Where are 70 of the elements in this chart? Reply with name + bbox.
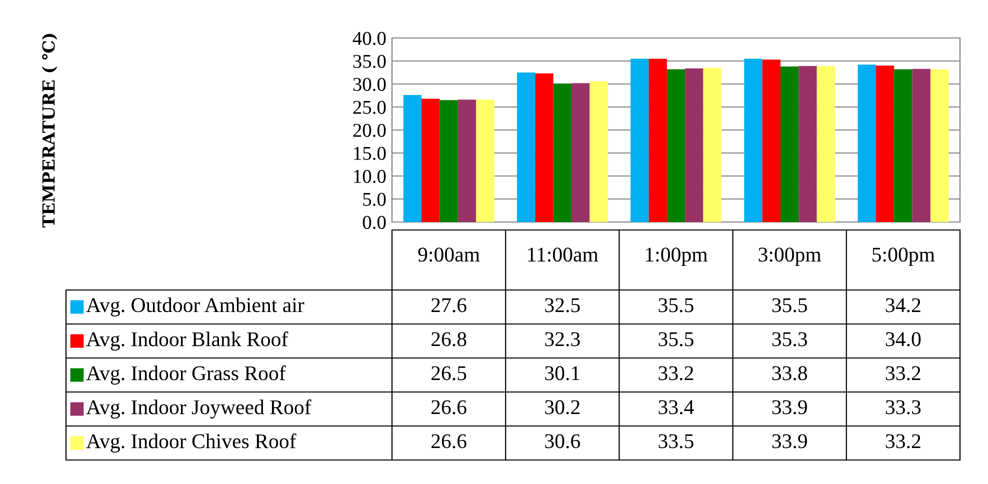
- bar: [458, 100, 476, 222]
- data-label: 35.3: [772, 332, 808, 346]
- x-tick-label: 9:00am: [418, 248, 480, 262]
- bar: [858, 64, 876, 222]
- bar: [403, 95, 422, 222]
- bar: [516, 72, 536, 222]
- legend-label: Avg. Outdoor Ambient air: [86, 298, 304, 316]
- bar: [630, 58, 649, 222]
- bar: [876, 66, 894, 222]
- y-tick-label: 15.0: [354, 146, 386, 160]
- data-label: 30.6: [545, 434, 580, 448]
- data-label: 27.6: [431, 298, 466, 312]
- data-label: 33.9: [772, 434, 807, 448]
- y-tick-label: 35.0: [353, 54, 386, 68]
- data-label: 26.5: [431, 366, 466, 380]
- data-label: 32.3: [545, 332, 580, 346]
- bar: [476, 100, 494, 222]
- legend-label: Avg. Indoor Chives Roof: [86, 433, 296, 453]
- text: TEMPERATURE ( ℃): [42, 34, 58, 228]
- data-label: 33.2: [658, 366, 694, 380]
- data-label: 26.8: [431, 332, 466, 346]
- data-label: 34.0: [886, 332, 921, 346]
- data-label: 33.3: [886, 400, 921, 414]
- bar: [780, 66, 799, 222]
- bar: [590, 81, 608, 222]
- bar: [930, 69, 949, 222]
- data-label: 30.1: [545, 366, 580, 380]
- data-label: 33.2: [886, 366, 920, 380]
- bar: [571, 83, 590, 222]
- y-tick-label: 0.0: [362, 216, 386, 230]
- y-tick-label: 30.0: [353, 78, 386, 92]
- legend-label: Avg. Indoor Joyweed Roof: [86, 399, 312, 419]
- bar: [440, 100, 458, 222]
- bar: [912, 68, 930, 222]
- data-label: 33.2: [886, 434, 920, 448]
- bar: [798, 66, 817, 222]
- bar: [894, 69, 912, 222]
- bar: [666, 69, 686, 222]
- data-label: 33.8: [772, 366, 808, 380]
- x-tick-label: 3:00pm: [758, 248, 822, 266]
- x-tick-label: 5:00pm: [872, 248, 935, 266]
- data-label: 26.6: [431, 434, 466, 448]
- data-label: 26.6: [431, 400, 466, 414]
- y-tick-label: 40.0: [352, 32, 386, 46]
- bar: [685, 68, 704, 222]
- bar: [816, 66, 836, 222]
- data-label: 35.5: [772, 298, 808, 312]
- y-tick-label: 20.0: [353, 124, 386, 138]
- bar: [535, 73, 554, 222]
- data-label: 32.5: [545, 298, 580, 312]
- y-tick-label: 25.0: [353, 100, 386, 114]
- bar: [703, 68, 722, 222]
- x-tick-label: 1:00pm: [646, 248, 708, 266]
- data-label: 35.5: [658, 298, 694, 312]
- bar: [648, 58, 667, 222]
- bar: [762, 60, 781, 222]
- bar: [553, 84, 572, 222]
- data-label: 30.2: [545, 400, 580, 414]
- data-label: 33.4: [658, 400, 694, 414]
- bar: [744, 58, 762, 222]
- legend-label: Avg. Indoor Grass Roof: [86, 365, 286, 385]
- y-tick-label: 10.0: [354, 170, 386, 184]
- data-label: 33.9: [772, 400, 807, 414]
- y-tick-label: 5.0: [363, 192, 386, 206]
- bar: [422, 98, 440, 222]
- legend-label: Avg. Indoor Blank Roof: [86, 331, 288, 351]
- data-label: 34.2: [886, 298, 920, 312]
- data-label: 33.5: [658, 434, 694, 448]
- x-tick-label: 11:00am: [528, 248, 598, 262]
- data-label: 35.5: [658, 332, 694, 346]
